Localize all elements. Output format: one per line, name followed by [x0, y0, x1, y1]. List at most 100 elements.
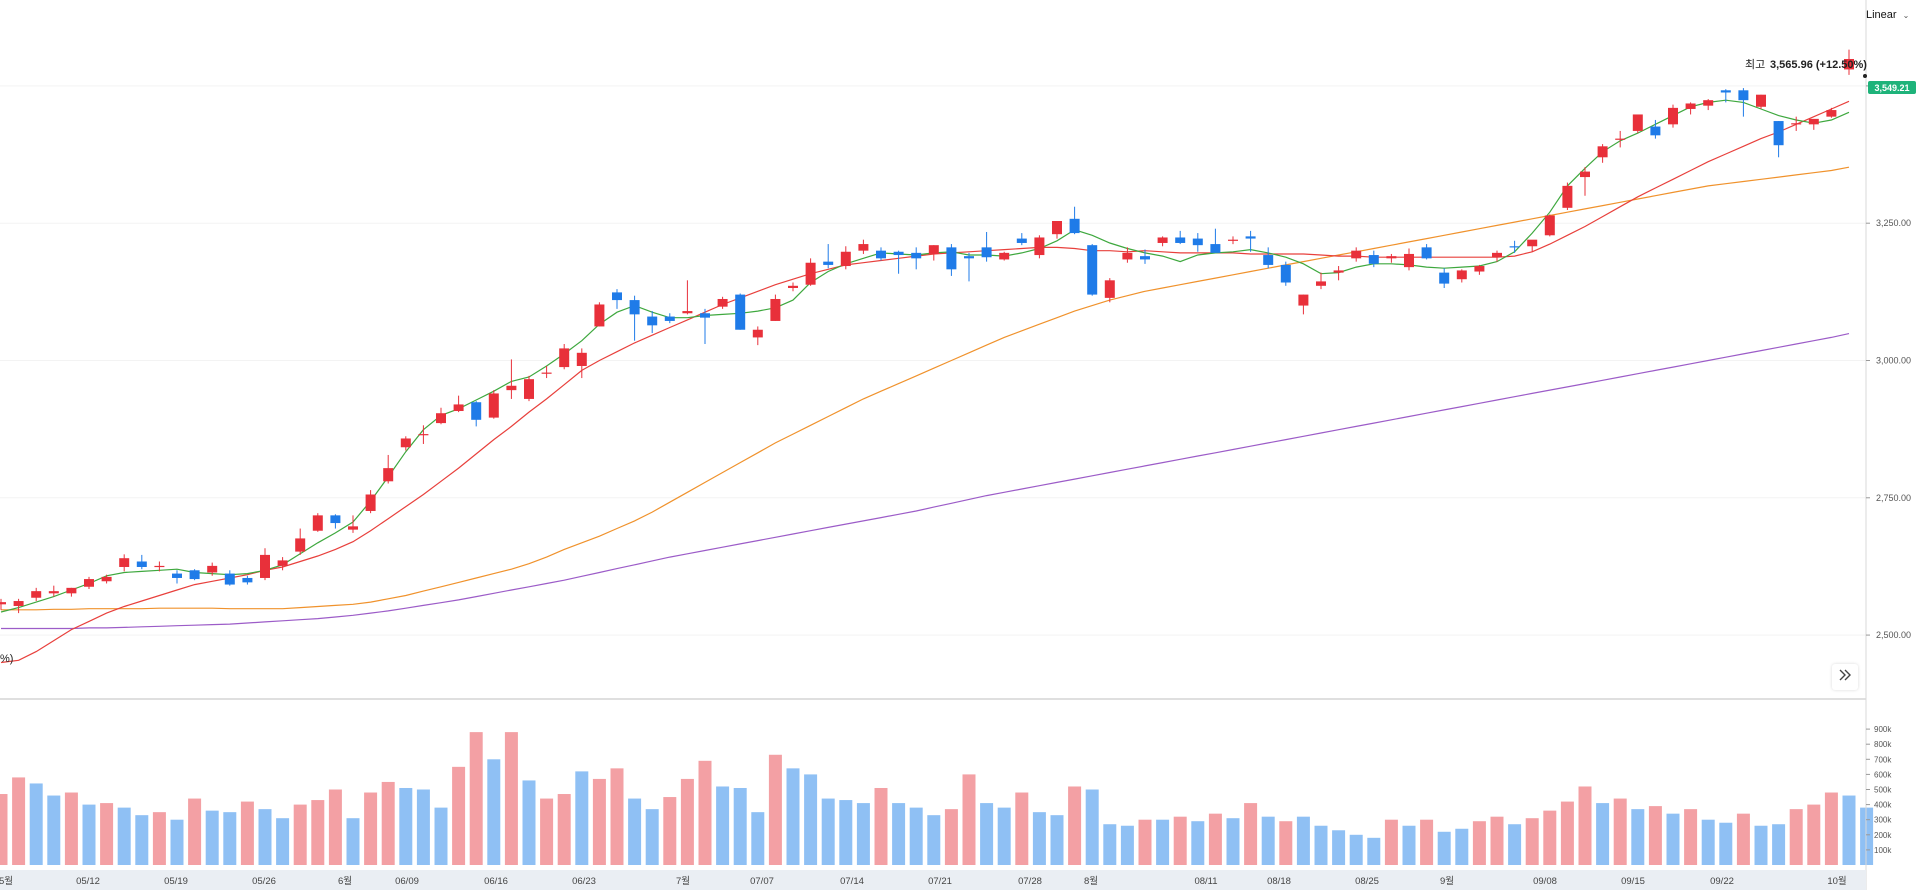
volume-bar	[1578, 786, 1592, 865]
candle	[647, 311, 658, 334]
candle	[1034, 235, 1045, 259]
x-tick-label: 06/23	[572, 876, 596, 887]
volume-bar	[1384, 819, 1398, 865]
volume-bar	[1842, 795, 1856, 865]
volume-tick-label: 400k	[1874, 801, 1892, 810]
x-tick-label: 07/28	[1018, 876, 1042, 887]
volume-tick-label: 100k	[1874, 846, 1892, 855]
candle	[1597, 144, 1608, 163]
volume-bar	[1631, 809, 1645, 865]
double-chevron-right-icon	[1838, 668, 1852, 686]
candle	[770, 294, 781, 321]
volume-bar	[0, 794, 8, 865]
x-tick-label: 09/08	[1533, 876, 1557, 887]
volume-bar	[117, 807, 131, 865]
volume-bar	[434, 807, 448, 865]
volume-series	[0, 732, 1874, 865]
volume-bar	[1596, 803, 1610, 865]
candle	[858, 239, 869, 254]
volume-bar	[1772, 824, 1786, 865]
candle	[453, 395, 464, 413]
volume-bar	[1402, 825, 1416, 865]
candle	[48, 585, 59, 597]
candle	[1157, 236, 1168, 247]
candle	[876, 247, 886, 261]
candle	[1544, 214, 1555, 237]
candle	[752, 326, 763, 346]
candle	[1492, 250, 1502, 262]
candle	[1140, 249, 1150, 264]
candle	[383, 454, 394, 484]
volume-bar	[311, 800, 325, 865]
volume-tick-label: 200k	[1874, 831, 1892, 840]
y-tick-label: 2,750.00	[1876, 493, 1911, 503]
x-tick-label: 09/22	[1710, 876, 1734, 887]
x-tick-label: 05/19	[164, 876, 188, 887]
candle	[506, 359, 517, 399]
candle	[242, 575, 253, 585]
volume-bar	[1279, 821, 1293, 865]
volume-bar	[909, 807, 923, 865]
x-axis-bar	[0, 870, 1866, 890]
last-price-badge: 3,549.21	[1868, 81, 1916, 94]
candle	[1351, 247, 1362, 262]
candle	[312, 513, 323, 532]
candle	[911, 247, 922, 270]
candle	[1298, 294, 1309, 315]
volume-bar	[997, 807, 1011, 865]
x-tick-label: 9월	[1440, 875, 1454, 887]
x-tick-label: 05/26	[252, 876, 276, 887]
volume-bar	[751, 812, 765, 865]
expand-chart-button[interactable]	[1832, 664, 1858, 690]
candle	[1808, 118, 1819, 130]
volume-bar	[804, 774, 818, 865]
candle	[612, 289, 622, 309]
candle	[1016, 233, 1027, 246]
volume-bar	[1138, 819, 1152, 865]
candle	[964, 252, 974, 282]
candle	[559, 344, 570, 370]
candle	[1439, 268, 1450, 288]
volume-bar	[223, 812, 237, 865]
volume-bar	[1754, 825, 1768, 865]
volume-bar	[980, 803, 994, 865]
chevron-down-icon: ⌄	[1902, 10, 1910, 20]
y-tick-label: 3,000.00	[1876, 355, 1911, 365]
volume-bar	[645, 809, 659, 865]
candle	[541, 365, 552, 379]
volume-bar	[416, 789, 430, 865]
candle	[1527, 239, 1538, 252]
volume-tick-label: 900k	[1874, 725, 1892, 734]
candle	[365, 490, 376, 514]
volume-tick-label: 700k	[1874, 755, 1892, 764]
scale-selector[interactable]: Linear ⌄	[1866, 4, 1916, 26]
volume-bar	[557, 794, 571, 865]
x-tick-label: 6월	[338, 875, 352, 887]
candle	[189, 569, 200, 581]
volume-bar	[874, 787, 888, 865]
candle	[1844, 49, 1854, 75]
time-axis: 5월 05/12 05/19 05/26 6월 06/09 06/16 06/23 7월 07/0…	[0, 875, 1847, 887]
candle	[154, 561, 165, 572]
candle	[717, 296, 728, 309]
candle	[1685, 102, 1696, 115]
candle	[664, 313, 675, 324]
volume-bar	[1226, 818, 1240, 865]
volume-bar	[346, 818, 360, 865]
candle	[1368, 250, 1379, 268]
x-tick-label: 07/14	[840, 876, 864, 887]
volume-bar	[1085, 789, 1099, 865]
last-price-bg	[1868, 81, 1916, 94]
volume-bar	[276, 818, 290, 865]
candle	[1052, 221, 1062, 239]
candle	[524, 375, 534, 402]
volume-bar	[1719, 822, 1733, 865]
x-tick-label: 08/11	[1194, 876, 1217, 887]
candle	[1228, 236, 1238, 245]
volume-bar	[856, 803, 870, 865]
volume-bar	[1420, 819, 1434, 865]
candle	[1791, 116, 1802, 131]
candle	[788, 282, 798, 292]
candle	[1615, 130, 1626, 148]
